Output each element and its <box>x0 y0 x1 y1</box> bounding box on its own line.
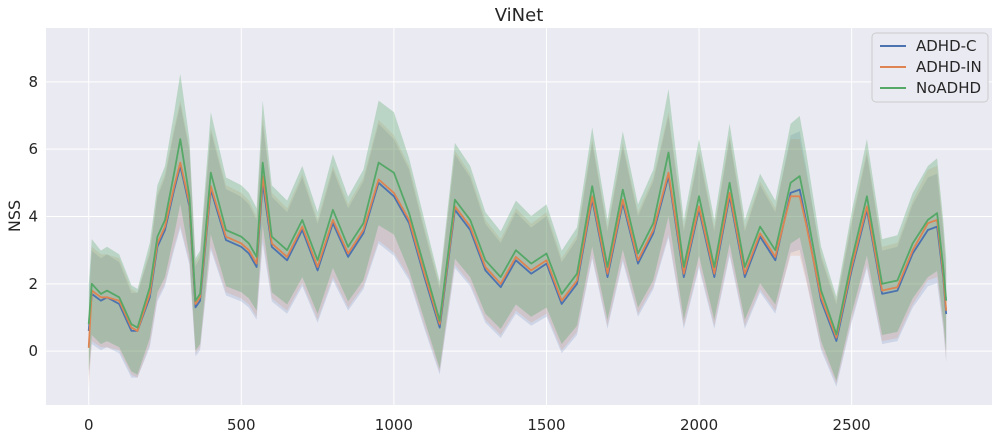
grid-lines <box>46 28 992 405</box>
y-tick-labels: 0 2 4 6 8 <box>28 73 38 360</box>
confidence-band-adhd-c <box>88 104 947 387</box>
x-tick-label: 0 <box>84 416 94 434</box>
series-lines <box>87 138 948 348</box>
y-tick-label: 0 <box>28 342 38 360</box>
legend: ADHD-C ADHD-IN NoADHD <box>871 32 989 103</box>
y-tick-label: 2 <box>28 275 38 293</box>
series-line-noadhd <box>87 138 948 336</box>
confidence-band-adhd-in <box>88 100 947 389</box>
chart-title: ViNet <box>495 5 544 26</box>
x-tick-labels: 0 500 1000 1500 2000 2500 <box>84 416 871 434</box>
legend-box <box>871 32 989 103</box>
x-tick-label: 500 <box>227 416 256 434</box>
legend-label: ADHD-IN <box>916 58 982 76</box>
y-tick-label: 4 <box>28 208 38 226</box>
x-tick-label: 2000 <box>680 416 718 434</box>
series-line-adhd-in <box>87 161 948 348</box>
confidence-bands <box>88 73 947 389</box>
confidence-band-noadhd <box>88 73 947 381</box>
y-axis-label: NSS <box>5 200 24 232</box>
y-tick-label: 6 <box>28 140 38 158</box>
x-tick-label: 2500 <box>833 416 871 434</box>
x-tick-label: 1500 <box>527 416 565 434</box>
x-tick-label: 1000 <box>375 416 413 434</box>
legend-label: NoADHD <box>916 79 981 97</box>
legend-label: ADHD-C <box>916 37 977 55</box>
y-tick-label: 8 <box>28 73 38 91</box>
